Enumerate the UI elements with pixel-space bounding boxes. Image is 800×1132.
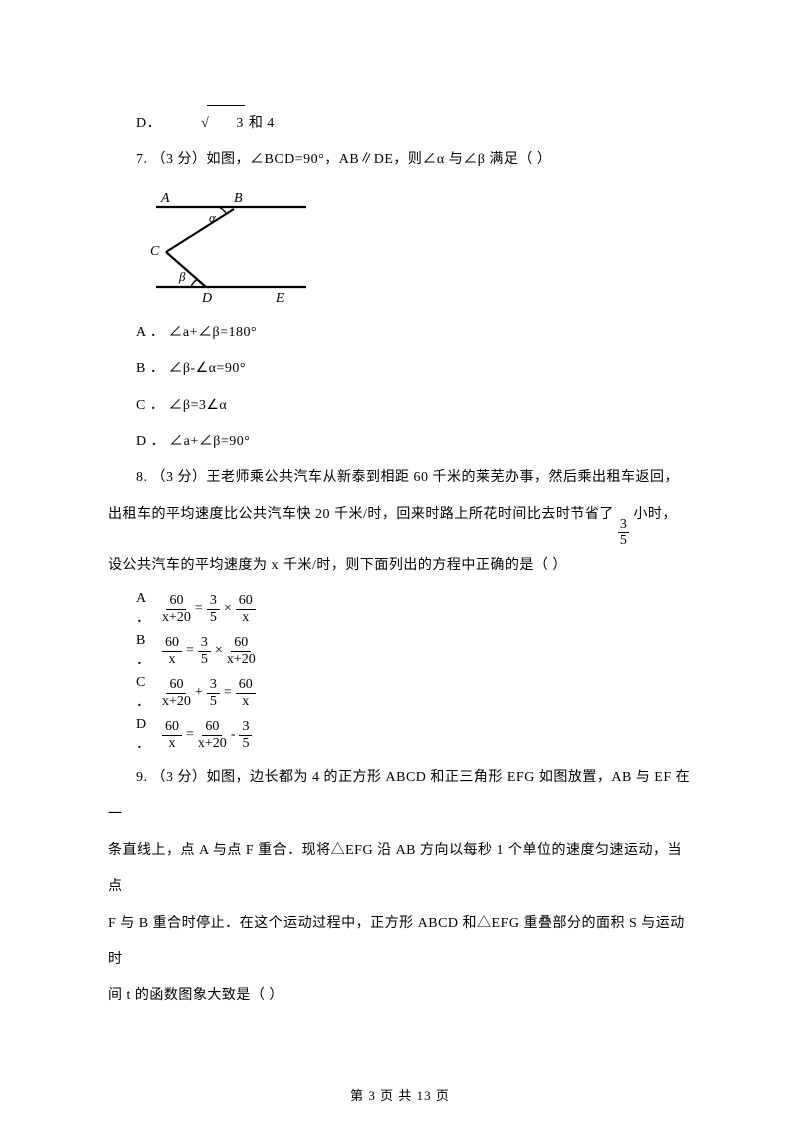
q8-line1: 8. （3 分）王老师乘公共汽车从新泰到相距 60 千米的莱芜办事，然后乘出租车… [108,460,692,496]
frac: 35 [207,678,220,709]
frac: 60x+20 [227,636,256,667]
q8-option-b: B ． 60x = 35 × 60x+20 [136,634,692,668]
q8-c-label: C ． [136,675,162,711]
q9-line3: F 与 B 重合时停止．在这个运动过程中，正方形 ABCD 和△EFG 重叠部分… [108,906,692,979]
label-D: D [201,291,212,306]
q8-b-label: B ． [136,633,162,669]
q7-stem: 7. （3 分）如图，∠BCD=90°，AB∥DE，则∠α 与∠β 满足（ ） [108,142,692,178]
frac: 35 [207,594,220,625]
frac: 60x [162,720,182,751]
label-A: A [160,191,170,206]
opt-d-tail: 和 4 [245,116,275,131]
sqrt-3: 3 [165,105,245,142]
frac: 60x [162,636,182,667]
opt-d-label: D． [136,116,161,131]
q9-line1: 9. （3 分）如图，边长都为 4 的正方形 ABCD 和正三角形 EFG 如图… [108,760,692,833]
q9-line4: 间 t 的函数图象大致是（ ） [108,978,692,1014]
q8-frac-den: 5 [620,533,628,548]
q9-line2: 条直线上，点 A 与点 F 重合．现将△EFG 沿 AB 方向以每秒 1 个单位… [108,833,692,906]
frac: 60x+20 [162,678,191,709]
q8-line3: 设公共汽车的平均速度为 x 千米/时，则下面列出的方程中正确的是（ ） [108,548,692,584]
q7-option-b: B ． ∠β-∠α=90° [108,351,692,387]
page-footer: 第 3 页 共 13 页 [0,1085,800,1104]
label-alpha: α [209,210,217,225]
q8-a-label: A ． [136,591,162,627]
q8-option-c: C ． 60x+20 + 35 = 60x [136,676,692,710]
q8-frac-num: 3 [618,518,630,533]
q8-b-expr: 60x = 35 × 60x+20 [162,636,256,667]
frac: 60x [236,594,256,625]
label-C: C [150,244,160,259]
q8-line2-tail: 小时， [633,507,677,522]
q8-option-a: A ． 60x+20 = 35 × 60x [136,592,692,626]
q8-inline-frac: 3 5 [618,518,630,548]
prev-option-d: D． 3 和 4 [108,105,692,142]
frac: 60x+20 [198,720,227,751]
q8-c-expr: 60x+20 + 35 = 60x [162,678,256,709]
q8-option-d: D ． 60x = 60x+20 - 35 [136,718,692,752]
page: D． 3 和 4 7. （3 分）如图，∠BCD=90°，AB∥DE，则∠α 与… [0,0,800,1132]
q8-d-label: D ． [136,717,162,753]
q7-diagram-svg: A B C D E α β [136,187,336,307]
frac: 60x+20 [162,594,191,625]
frac: 60x [236,678,256,709]
label-beta: β [178,269,186,284]
label-B: B [234,191,243,206]
q8-line2: 出租车的平均速度比公共汽车快 20 千米/时，回来时路上所花时间比去时节省了 3… [108,497,692,548]
q7-option-a: A ． ∠a+∠β=180° [108,315,692,351]
q7-diagram: A B C D E α β [136,187,336,307]
q8-a-expr: 60x+20 = 35 × 60x [162,594,256,625]
label-E: E [275,291,285,306]
q8-line2-head: 出租车的平均速度比公共汽车快 20 千米/时，回来时路上所花时间比去时节省了 [108,507,618,522]
q7-option-c: C ． ∠β=3∠α [108,388,692,424]
q8-d-expr: 60x = 60x+20 - 35 [162,720,252,751]
q7-option-d: D ． ∠a+∠β=90° [108,424,692,460]
frac: 35 [239,720,252,751]
frac: 35 [198,636,211,667]
